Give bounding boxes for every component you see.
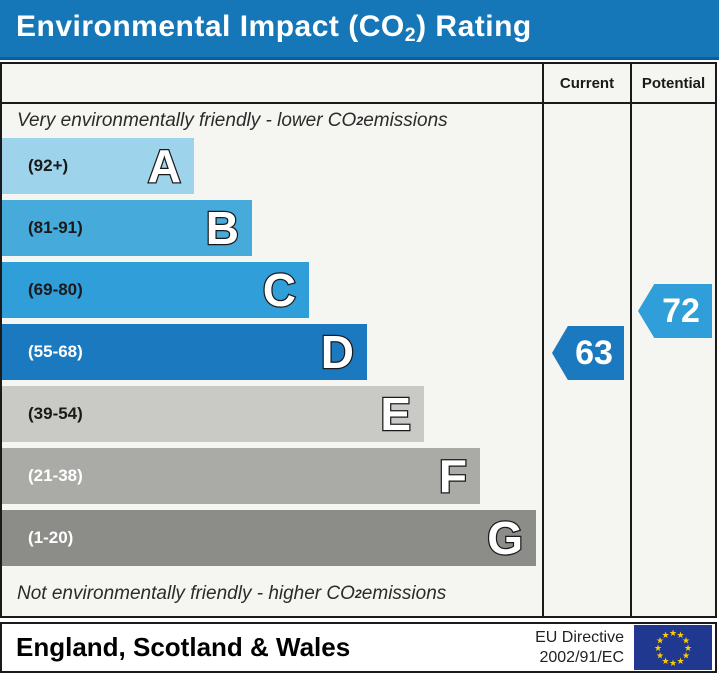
band-row: (69-80) C xyxy=(2,262,542,324)
bottom-caption: Not environmentally friendly - higher CO… xyxy=(2,572,542,616)
title-bar: Environmental Impact (CO2) Rating xyxy=(0,0,719,60)
band-range-label: (69-80) xyxy=(28,280,83,299)
band-letter: D xyxy=(320,326,356,378)
co2-rating-chart: Current Potential Very environmentally f… xyxy=(0,62,717,618)
current-column-divider xyxy=(542,104,544,616)
band-letter: A xyxy=(147,140,183,192)
top-caption-text: Very environmentally friendly - lower CO xyxy=(17,110,357,131)
band-letter: C xyxy=(262,264,298,316)
band-range-label: (1-20) xyxy=(28,528,74,547)
chart-header-spacer xyxy=(2,64,544,102)
current-rating-value: 63 xyxy=(575,333,613,372)
band-row: (21-38) F xyxy=(2,448,542,510)
chart-body: Very environmentally friendly - lower CO… xyxy=(2,104,715,616)
band-row: (1-20) G xyxy=(2,510,542,572)
eu-directive-label: EU Directive 2002/91/EC xyxy=(535,628,624,668)
current-column-header: Current xyxy=(544,64,632,102)
band-letter: F xyxy=(438,450,469,502)
top-caption-suffix: emissions xyxy=(363,110,448,131)
band-range-label: (21-38) xyxy=(28,466,83,485)
potential-column-divider xyxy=(630,104,632,616)
band-c-bar: (69-80) C xyxy=(2,262,309,318)
bottom-caption-subscript: 2 xyxy=(354,587,362,601)
band-row: (55-68) D xyxy=(2,324,542,386)
rating-bands: (92+) A (81-91) B (69-80) C xyxy=(2,138,542,572)
potential-rating-arrow: 72 xyxy=(638,284,712,338)
eu-directive-line1: EU Directive xyxy=(535,628,624,646)
page-title-subscript: 2 xyxy=(404,23,417,46)
band-f-bar: (21-38) F xyxy=(2,448,480,504)
eu-directive-line2: 2002/91/EC xyxy=(539,648,624,666)
band-range-label: (81-91) xyxy=(28,218,83,237)
footer-bar: England, Scotland & Wales EU Directive 2… xyxy=(0,622,717,673)
eu-flag-icon: ★ ★ ★ ★ ★ ★ ★ ★ ★ ★ ★ ★ xyxy=(634,625,712,670)
bottom-caption-text: Not environmentally friendly - higher CO xyxy=(17,583,355,604)
band-range-label: (92+) xyxy=(28,156,69,175)
region-label: England, Scotland & Wales xyxy=(16,632,351,662)
band-range-label: (55-68) xyxy=(28,342,83,361)
band-b-bar: (81-91) B xyxy=(2,200,252,256)
band-row: (81-91) B xyxy=(2,200,542,262)
potential-column-header: Potential xyxy=(641,74,706,92)
page-title-text: Environmental Impact (CO xyxy=(16,10,405,44)
potential-rating-value: 72 xyxy=(662,291,700,330)
band-g-bar: (1-20) G xyxy=(2,510,536,566)
top-caption: Very environmentally friendly - lower CO… xyxy=(2,104,542,138)
page-title-suffix: ) Rating xyxy=(416,10,532,44)
band-letter: G xyxy=(486,512,524,564)
top-caption-subscript: 2 xyxy=(356,114,364,128)
page-title: Environmental Impact (CO2) Rating xyxy=(16,10,532,47)
band-letter: B xyxy=(205,202,241,254)
band-d-bar: (55-68) D xyxy=(2,324,367,380)
band-range-label: (39-54) xyxy=(28,404,83,423)
bottom-caption-suffix: emissions xyxy=(361,583,447,604)
band-letter: E xyxy=(379,388,412,440)
current-rating-arrow: 63 xyxy=(552,326,624,380)
band-row: (92+) A xyxy=(2,138,542,200)
band-row: (39-54) E xyxy=(2,386,542,448)
band-a-bar: (92+) A xyxy=(2,138,194,194)
chart-header-row: Current Potential xyxy=(2,64,715,104)
band-e-bar: (39-54) E xyxy=(2,386,424,442)
